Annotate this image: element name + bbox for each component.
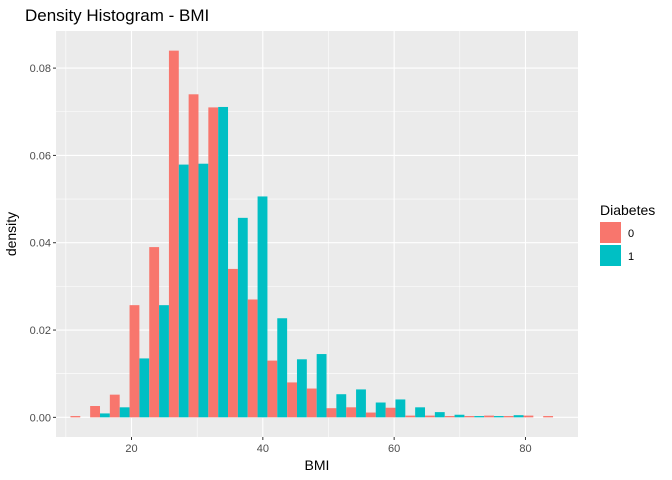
bar-diabetes-0 (247, 299, 258, 418)
legend-key-0 (600, 222, 621, 243)
bar-diabetes-0 (149, 247, 160, 418)
legend-title: Diabetes (600, 202, 655, 218)
y-tick-label: 0.00 (30, 412, 51, 424)
x-tick-label: 60 (388, 443, 400, 455)
bar-diabetes-1 (198, 163, 209, 418)
bar-diabetes-0 (90, 406, 100, 418)
x-tick-label: 20 (125, 443, 137, 455)
bar-diabetes-1 (513, 415, 524, 418)
bar-diabetes-1 (218, 106, 229, 418)
bar-diabetes-0 (346, 407, 357, 418)
bar-diabetes-0 (188, 94, 199, 418)
chart-title: Density Histogram - BMI (25, 6, 209, 25)
bar-diabetes-1 (336, 394, 347, 418)
bar-diabetes-0 (425, 415, 435, 418)
bar-diabetes-0 (503, 416, 514, 418)
bar-diabetes-0 (444, 416, 455, 418)
y-axis-title: density (3, 212, 19, 256)
bar-diabetes-0 (168, 50, 179, 418)
bar-diabetes-0 (464, 416, 475, 418)
y-tick-label: 0.06 (30, 150, 51, 162)
bar-diabetes-1 (99, 413, 110, 418)
bar-diabetes-1 (119, 407, 130, 418)
bar-diabetes-1 (277, 318, 288, 418)
x-axis: 20 40 60 80 (125, 437, 532, 455)
bar-diabetes-1 (237, 217, 248, 418)
y-tick-label: 0.02 (30, 325, 51, 337)
bar-diabetes-1 (375, 402, 386, 418)
bar-diabetes-0 (365, 412, 376, 418)
bar-diabetes-0 (543, 416, 554, 418)
bar-diabetes-1 (159, 305, 169, 418)
x-tick-label: 40 (257, 443, 269, 455)
bar-diabetes-0 (484, 415, 494, 418)
bar-diabetes-0 (70, 416, 81, 418)
bar-diabetes-0 (228, 268, 238, 418)
bar-diabetes-0 (129, 305, 140, 418)
bar-diabetes-0 (405, 415, 416, 418)
legend-key-1 (600, 245, 621, 266)
bar-diabetes-0 (306, 388, 317, 418)
bar-diabetes-0 (385, 407, 396, 418)
bar-diabetes-1 (415, 407, 426, 418)
bar-diabetes-1 (493, 416, 504, 418)
bar-diabetes-1 (395, 399, 406, 418)
legend: Diabetes 0 1 (600, 202, 655, 266)
legend-label-0: 0 (628, 228, 634, 240)
bar-diabetes-1 (454, 414, 465, 418)
bars (70, 50, 554, 418)
x-tick-label: 80 (519, 443, 531, 455)
bar-diabetes-1 (434, 412, 445, 418)
bar-diabetes-0 (208, 107, 219, 418)
x-axis-title: BMI (305, 457, 330, 473)
legend-label-1: 1 (628, 251, 634, 263)
bar-diabetes-1 (139, 358, 150, 418)
y-axis: 0.00 0.02 0.04 0.06 0.08 (30, 63, 56, 424)
bar-diabetes-1 (474, 416, 485, 418)
bar-diabetes-1 (178, 164, 189, 418)
bar-diabetes-1 (257, 196, 268, 418)
y-tick-label: 0.04 (30, 238, 51, 250)
bar-diabetes-0 (109, 394, 120, 418)
bar-diabetes-1 (296, 359, 307, 418)
y-tick-label: 0.08 (30, 63, 51, 75)
bar-diabetes-0 (326, 408, 337, 418)
bar-diabetes-0 (523, 415, 534, 418)
bar-diabetes-0 (267, 360, 278, 418)
bar-diabetes-1 (356, 389, 366, 418)
bar-diabetes-1 (316, 354, 327, 418)
bar-diabetes-0 (287, 382, 297, 418)
